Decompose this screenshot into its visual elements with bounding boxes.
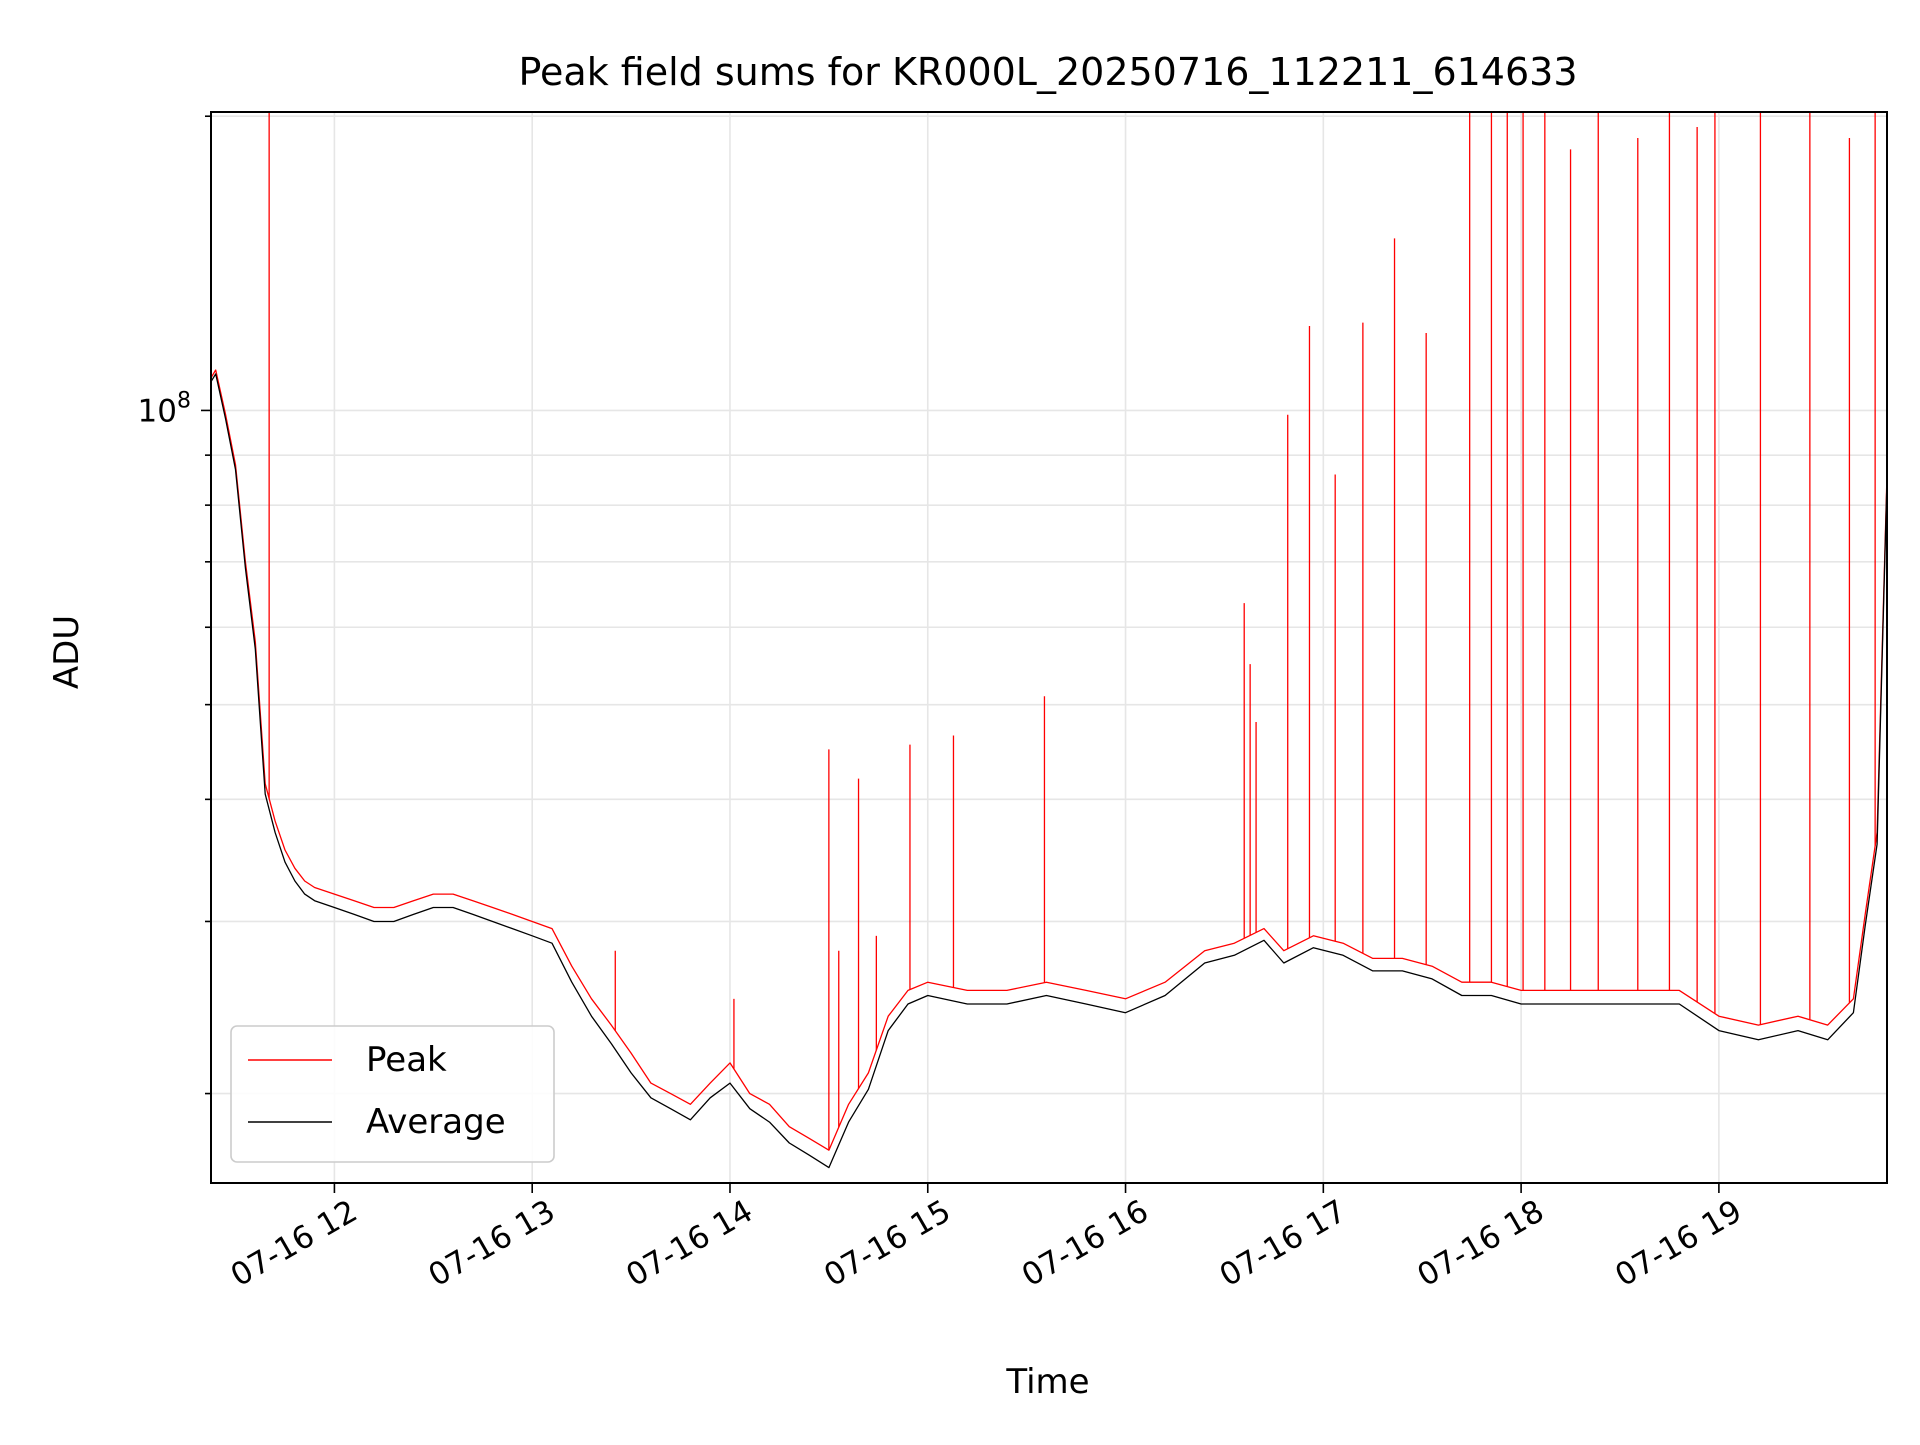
series-line-peak — [210, 369, 1888, 1151]
legend-label-average: Average — [366, 1102, 506, 1142]
y-tick-label: 108 — [138, 388, 191, 429]
y-tick-label-exponent: 8 — [177, 388, 191, 413]
chart-title: Peak field sums for KR000L_20250716_1122… — [518, 50, 1577, 94]
data-layer — [210, 112, 1888, 1169]
axes-frame — [210, 111, 1888, 1184]
grid-layer — [211, 112, 1887, 1183]
legend: Peak Average — [230, 1025, 555, 1163]
y-axis-label: ADU — [47, 615, 87, 689]
x-axis-label: Time — [1005, 1362, 1089, 1402]
legend-label-peak: Peak — [366, 1040, 447, 1080]
y-tick-label-base: 10 — [138, 393, 177, 429]
series-line-average — [210, 373, 1888, 1169]
